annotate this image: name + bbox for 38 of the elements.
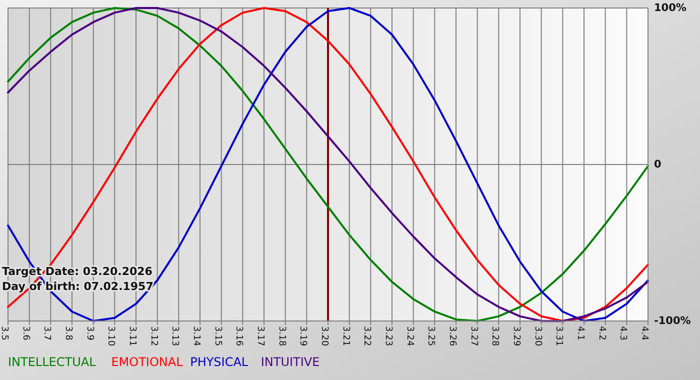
text: EMOTIONAL xyxy=(111,355,184,369)
y-tick-label: -100% xyxy=(654,314,692,327)
x-tick-label: 3.13 xyxy=(170,326,180,346)
x-tick-label: 4.2 xyxy=(596,326,606,340)
x-tick-label: 3.30 xyxy=(532,326,542,346)
x-tick-label: 3.17 xyxy=(255,326,266,346)
x-tick-label: 3.7 xyxy=(42,326,52,340)
y-tick-label: 0 xyxy=(654,158,662,170)
x-tick-label: 3.9 xyxy=(84,326,94,341)
x-tick-label: 3.22 xyxy=(362,326,372,346)
y-tick-label: 100% xyxy=(654,2,687,14)
x-tick-label: 3.23 xyxy=(383,326,394,346)
x-tick-label: 3.18 xyxy=(276,326,286,346)
x-tick-label: 4.1 xyxy=(575,326,586,340)
x-tick-label: 3.14 xyxy=(191,326,202,346)
x-tick-label: 3.24 xyxy=(404,326,414,346)
text: PHYSICAL xyxy=(190,355,248,369)
x-tick-label: 3.10 xyxy=(106,326,116,346)
x-tick-label: 3.29 xyxy=(511,326,522,346)
x-tick-label: 3.5 xyxy=(0,326,10,340)
x-tick-label: 3.25 xyxy=(426,326,436,346)
text: INTELLECTUAL xyxy=(8,355,96,369)
x-tick-label: 3.8 xyxy=(63,326,74,341)
x-tick-label: 3.28 xyxy=(490,326,500,346)
x-tick-label: 3.21 xyxy=(340,326,350,346)
x-tick-label: 3.31 xyxy=(554,326,564,346)
x-tick-label: 3.19 xyxy=(298,326,308,346)
x-tick-label: 3.12 xyxy=(148,326,158,346)
x-tick-label: 4.3 xyxy=(618,326,628,340)
x-tick-label: 3.16 xyxy=(234,326,244,346)
x-tick-label: 3.27 xyxy=(468,326,478,346)
x-tick-label: 3.20 xyxy=(319,326,330,346)
x-tick-label: 3.11 xyxy=(127,326,138,346)
text: INTUITIVE xyxy=(260,355,320,369)
x-tick-label: 3.26 xyxy=(447,326,458,346)
x-tick-label: 4.4 xyxy=(639,326,650,341)
x-tick-label: 3.6 xyxy=(20,326,30,341)
x-tick-label: 3.15 xyxy=(212,326,222,346)
